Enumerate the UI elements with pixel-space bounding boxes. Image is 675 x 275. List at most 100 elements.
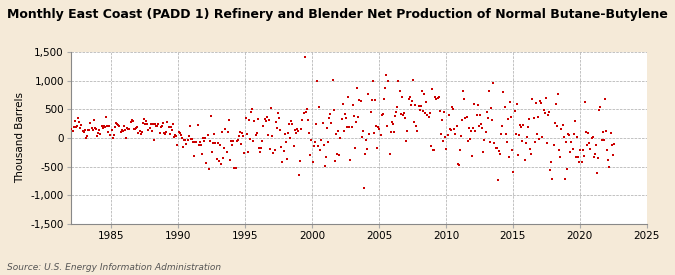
Point bbox=[232, 139, 242, 144]
Point bbox=[346, 125, 357, 129]
Point bbox=[179, 138, 190, 142]
Point bbox=[82, 134, 92, 138]
Point bbox=[186, 137, 196, 141]
Point bbox=[551, 124, 562, 129]
Point bbox=[541, 141, 552, 145]
Point bbox=[500, 132, 511, 137]
Point bbox=[516, 125, 526, 129]
Point bbox=[116, 128, 127, 133]
Point bbox=[466, 154, 477, 158]
Point bbox=[400, 116, 410, 120]
Point bbox=[225, 157, 236, 162]
Point bbox=[367, 98, 377, 102]
Point bbox=[478, 149, 489, 154]
Point bbox=[295, 159, 306, 163]
Point bbox=[373, 125, 384, 130]
Point bbox=[121, 136, 132, 140]
Point bbox=[604, 164, 615, 169]
Point bbox=[541, 95, 551, 100]
Point bbox=[208, 141, 219, 145]
Point bbox=[459, 97, 470, 101]
Point bbox=[593, 155, 603, 160]
Point bbox=[493, 148, 504, 153]
Point bbox=[464, 137, 475, 141]
Point bbox=[323, 140, 333, 144]
Point bbox=[103, 130, 113, 134]
Point bbox=[527, 97, 538, 102]
Point bbox=[192, 123, 203, 127]
Point bbox=[146, 129, 157, 133]
Point bbox=[384, 152, 395, 157]
Point bbox=[290, 131, 301, 135]
Point bbox=[487, 118, 497, 122]
Point bbox=[495, 152, 506, 156]
Point bbox=[506, 115, 516, 120]
Point bbox=[406, 99, 417, 104]
Point bbox=[379, 97, 389, 101]
Point bbox=[331, 151, 342, 156]
Point bbox=[263, 133, 273, 137]
Point bbox=[220, 127, 231, 131]
Point bbox=[435, 109, 446, 114]
Point bbox=[234, 134, 244, 138]
Point bbox=[514, 133, 524, 137]
Point bbox=[186, 137, 197, 141]
Point bbox=[154, 130, 165, 135]
Point bbox=[345, 158, 356, 162]
Point bbox=[413, 104, 424, 108]
Point bbox=[315, 147, 326, 152]
Point bbox=[567, 147, 578, 151]
Point bbox=[249, 119, 260, 123]
Point bbox=[550, 101, 561, 106]
Point bbox=[537, 135, 548, 139]
Point bbox=[126, 118, 137, 122]
Point bbox=[585, 146, 596, 151]
Point bbox=[490, 146, 501, 150]
Point bbox=[495, 131, 506, 136]
Point bbox=[439, 110, 450, 115]
Point bbox=[225, 139, 236, 144]
Point bbox=[449, 126, 460, 131]
Point bbox=[87, 128, 98, 133]
Point bbox=[524, 147, 535, 151]
Point bbox=[502, 116, 513, 121]
Point bbox=[326, 120, 337, 125]
Point bbox=[77, 129, 88, 133]
Point bbox=[141, 119, 152, 123]
Point bbox=[190, 140, 200, 145]
Point bbox=[491, 145, 502, 150]
Point bbox=[452, 162, 463, 166]
Point bbox=[460, 116, 471, 120]
Point bbox=[421, 100, 432, 104]
Point bbox=[165, 125, 176, 129]
Point bbox=[247, 106, 258, 111]
Point bbox=[169, 135, 180, 140]
Point bbox=[70, 125, 81, 129]
Point bbox=[314, 104, 325, 109]
Point bbox=[97, 126, 108, 130]
Point bbox=[284, 122, 294, 126]
Point bbox=[202, 132, 213, 137]
Y-axis label: Thousand Barrels: Thousand Barrels bbox=[15, 92, 25, 183]
Point bbox=[107, 136, 118, 141]
Point bbox=[457, 117, 468, 122]
Point bbox=[288, 144, 299, 148]
Point bbox=[393, 79, 404, 84]
Point bbox=[182, 138, 193, 142]
Point bbox=[497, 123, 508, 128]
Point bbox=[608, 142, 619, 146]
Point bbox=[254, 146, 265, 151]
Point bbox=[338, 102, 348, 106]
Point bbox=[296, 127, 306, 131]
Point bbox=[143, 128, 154, 132]
Point bbox=[573, 155, 584, 159]
Point bbox=[599, 97, 610, 101]
Point bbox=[374, 126, 385, 131]
Point bbox=[75, 126, 86, 130]
Point bbox=[95, 132, 106, 136]
Point bbox=[462, 139, 473, 144]
Point bbox=[275, 128, 286, 133]
Point bbox=[203, 167, 214, 171]
Point bbox=[372, 146, 383, 150]
Point bbox=[119, 124, 130, 128]
